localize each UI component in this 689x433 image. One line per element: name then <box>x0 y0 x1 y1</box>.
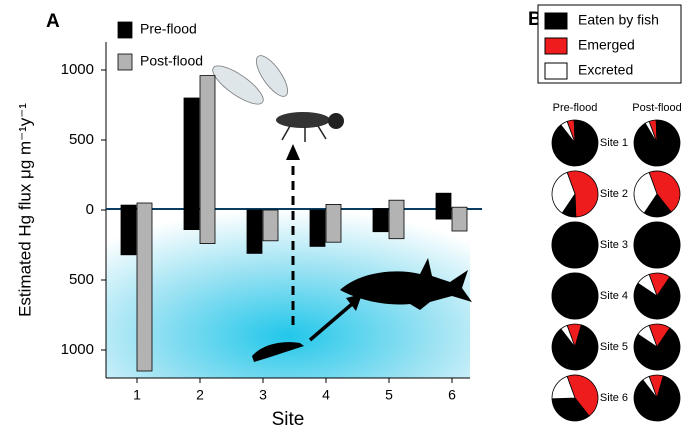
bar <box>451 206 468 232</box>
legend-swatch <box>117 21 133 39</box>
y-tick-label: 1000 <box>61 61 94 78</box>
y-tick-label: 500 <box>69 271 94 288</box>
bar <box>120 204 137 256</box>
bar <box>183 97 200 231</box>
pie-slice <box>560 324 576 348</box>
legend-label: Post-flood <box>140 53 203 69</box>
pie-slice <box>648 170 681 213</box>
pie-slice <box>644 120 658 144</box>
bar <box>199 75 216 244</box>
column-label: Pre-flood <box>553 102 598 114</box>
pie-slice <box>551 397 590 422</box>
bar <box>136 202 153 372</box>
site-label: Site 1 <box>600 137 628 149</box>
pie-slice <box>551 171 576 214</box>
larva <box>252 342 304 362</box>
pie-slice <box>551 375 576 400</box>
legend-swatch <box>544 37 568 55</box>
column-label: Post-flood <box>632 102 682 114</box>
legend-swatch <box>544 62 568 80</box>
pie-slice <box>566 374 599 417</box>
pie-slice <box>642 375 658 399</box>
bar <box>309 209 326 247</box>
pie-slice <box>551 119 599 167</box>
y-tick-label: 500 <box>69 131 94 148</box>
pie-slice <box>633 221 681 269</box>
x-tick-label: 4 <box>322 387 330 403</box>
pie-slice <box>633 327 681 371</box>
bar <box>246 209 263 254</box>
site-label: Site 3 <box>600 239 628 251</box>
legend-label: Excreted <box>578 62 633 78</box>
pie-slice <box>566 170 599 218</box>
panel-label: A <box>46 11 60 32</box>
site-label: Site 4 <box>600 290 628 302</box>
x-tick-label: 3 <box>259 387 267 403</box>
x-tick-label: 1 <box>133 387 141 403</box>
pie-slice <box>551 272 599 320</box>
arrow <box>308 302 354 342</box>
x-tick-label: 6 <box>448 387 456 403</box>
arrow-head <box>286 144 300 160</box>
x-axis-title: Site <box>272 409 305 430</box>
bar <box>372 208 389 233</box>
site-label: Site 2 <box>600 188 628 200</box>
y-tick-label: 0 <box>86 201 94 218</box>
x-tick-label: 2 <box>196 387 204 403</box>
pie-slice <box>551 324 599 371</box>
pie-slice <box>560 120 576 144</box>
bar <box>262 209 279 242</box>
pie-slice <box>633 375 681 422</box>
legend-label: Pre-flood <box>140 21 197 37</box>
site-label: Site 6 <box>600 392 628 404</box>
arrow-head <box>346 294 362 311</box>
legend-swatch <box>544 12 568 30</box>
site-label: Site 5 <box>600 341 628 353</box>
x-tick-label: 5 <box>385 387 393 403</box>
pie-slice <box>637 273 658 298</box>
legend-label: Eaten by fish <box>578 12 659 28</box>
pie-slice <box>637 324 658 349</box>
bar <box>325 203 342 243</box>
illustrations <box>212 55 472 362</box>
legend-label: Emerged <box>578 37 635 53</box>
fly <box>212 55 344 142</box>
bar <box>388 199 405 240</box>
pie-slice <box>551 221 599 269</box>
fish <box>340 258 472 310</box>
legend-swatch <box>117 53 133 71</box>
y-tick-label: 1000 <box>61 341 94 358</box>
bar <box>435 192 452 220</box>
pie-slice <box>633 276 681 320</box>
pie-slice <box>633 171 658 214</box>
y-axis-title: Estimated Hg flux μg m⁻¹y⁻¹ <box>15 103 34 317</box>
